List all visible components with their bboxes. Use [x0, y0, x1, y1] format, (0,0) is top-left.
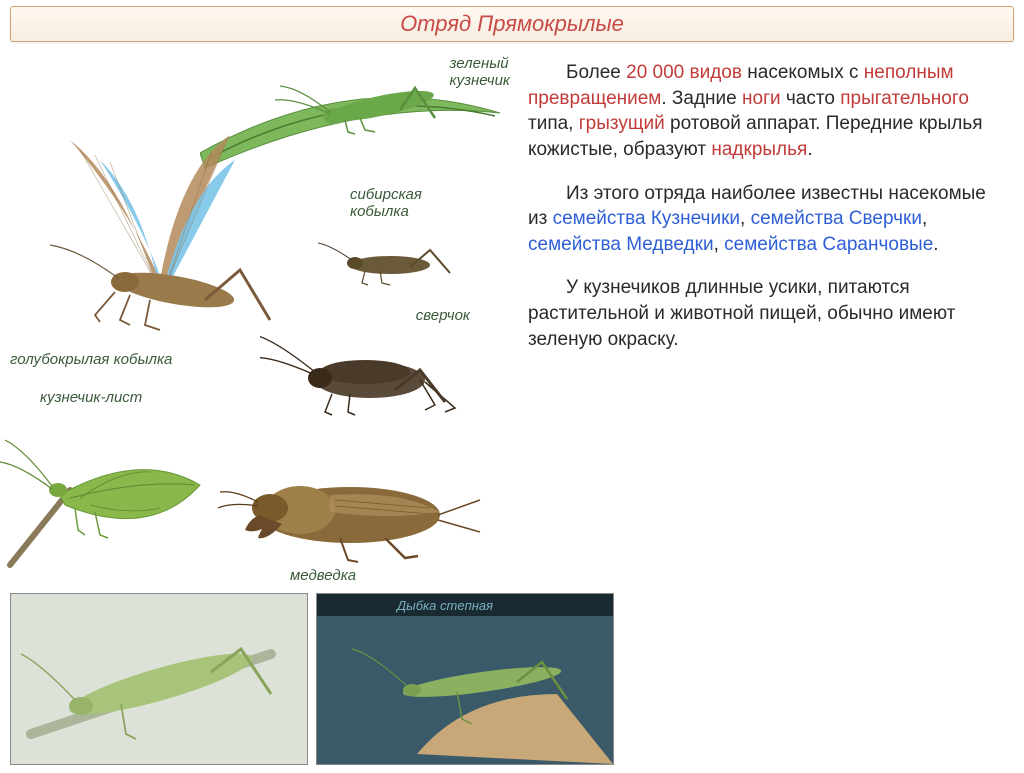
paragraph-2: Из этого отряда наиболее известны насеко… [528, 181, 996, 258]
paragraph-1: Более 20 000 видов насекомых с неполным … [528, 60, 996, 163]
leaf-hopper-figure: кузнечик-лист [0, 390, 230, 570]
siberian-label: сибирская кобылка [350, 187, 422, 220]
mole-cricket-label: медведка [290, 568, 356, 585]
title-bar: Отряд Прямокрылые [10, 6, 1014, 42]
photo-2-icon: Дыбка степная [317, 594, 613, 764]
paragraph-3: У кузнечиков длинные усики, питаются рас… [528, 275, 996, 352]
photo-1-icon [11, 594, 307, 764]
bottom-photos: Дыбка степная [10, 593, 614, 765]
mole-cricket-figure: медведка [200, 440, 500, 590]
content-area: зеленый кузнечик голубокрылая кобылка [0, 50, 1024, 610]
photo-1 [10, 593, 308, 765]
cricket-label: сверчок [416, 308, 470, 325]
photo-2: Дыбка степная [316, 593, 614, 765]
leaf-hopper-label: кузнечик-лист [40, 390, 142, 407]
cricket-figure: сверчок [260, 320, 480, 430]
leaf-hopper-icon [0, 390, 230, 570]
green-grasshopper-label: зеленый кузнечик [450, 56, 511, 89]
blue-wing-label: голубокрылая кобылка [10, 352, 172, 369]
cricket-icon [260, 320, 480, 430]
text-panel: Более 20 000 видов насекомых с неполным … [520, 50, 1010, 610]
siberian-figure: сибирская кобылка [310, 215, 480, 295]
photo-2-caption: Дыбка степная [395, 598, 493, 613]
illustrations-panel: зеленый кузнечик голубокрылая кобылка [0, 50, 520, 610]
siberian-icon [310, 215, 480, 295]
page-title: Отряд Прямокрылые [11, 11, 1013, 37]
